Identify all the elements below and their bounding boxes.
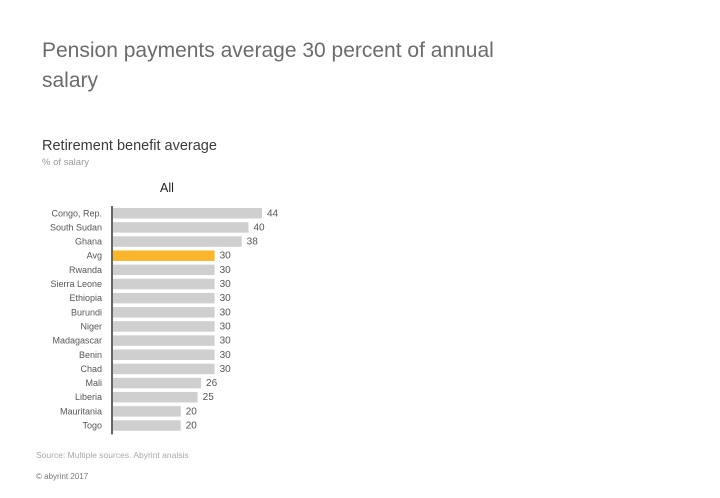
value-label-liberia: 25	[203, 392, 215, 403]
category-label-avg: Avg	[87, 251, 102, 261]
value-label-ghana: 38	[247, 237, 259, 248]
page-headline: Pension payments average 30 percent of a…	[42, 39, 494, 92]
bar-burundi	[113, 307, 215, 318]
value-label-rwanda: 30	[220, 265, 232, 276]
value-label-avg: 30	[220, 251, 232, 262]
category-label-liberia: Liberia	[75, 392, 102, 402]
bar-togo	[113, 420, 181, 431]
value-label-sierra-leone: 30	[220, 279, 232, 290]
value-label-madagascar: 30	[220, 336, 232, 347]
value-label-mauritania: 20	[186, 406, 198, 417]
value-label-mali: 26	[206, 378, 218, 389]
category-label-south-sudan: South Sudan	[50, 222, 102, 232]
bar-niger	[113, 321, 215, 332]
value-label-benin: 30	[220, 350, 232, 361]
source-note: Source: Multiple sources. Abyrint analsi…	[36, 450, 189, 460]
copyright-note: © abyrint 2017	[36, 472, 89, 481]
category-label-ghana: Ghana	[75, 237, 102, 247]
value-label-south-sudan: 40	[253, 222, 265, 233]
category-label-mali: Mali	[85, 378, 102, 388]
bar-sierra-leone	[113, 278, 215, 290]
panel-label: All	[160, 181, 174, 195]
category-label-madagascar: Madagascar	[52, 336, 102, 346]
category-label-rwanda: Rwanda	[69, 265, 102, 275]
value-label-congo-rep: 44	[267, 208, 279, 219]
bar-liberia	[113, 391, 198, 403]
category-label-chad: Chad	[80, 364, 102, 374]
bar-south-sudan	[113, 222, 249, 233]
bar-ghana	[113, 236, 242, 247]
value-label-burundi: 30	[220, 307, 232, 318]
category-label-congo-rep: Congo, Rep.	[51, 208, 102, 218]
bar-mauritania	[113, 406, 181, 417]
bar-congo-rep	[113, 208, 262, 219]
bar-chad	[113, 363, 215, 375]
category-label-togo: Togo	[82, 421, 102, 431]
category-label-ethiopia: Ethiopia	[69, 293, 102, 303]
bar-mali	[113, 377, 202, 389]
category-label-burundi: Burundi	[71, 307, 102, 317]
chart-subtitle: % of salary	[42, 157, 89, 168]
chart-title: Retirement benefit average	[42, 138, 217, 154]
bar-avg	[113, 250, 215, 261]
value-label-ethiopia: 30	[220, 293, 232, 304]
bar-benin	[113, 349, 215, 360]
category-label-benin: Benin	[79, 350, 102, 360]
bar-rwanda	[113, 264, 215, 276]
category-label-sierra-leone: Sierra Leone	[50, 279, 102, 289]
value-label-chad: 30	[220, 364, 232, 375]
bar-madagascar	[113, 335, 215, 346]
value-label-togo: 20	[186, 421, 198, 432]
value-label-niger: 30	[220, 321, 232, 332]
category-label-mauritania: Mauritania	[60, 406, 102, 416]
category-label-niger: Niger	[80, 321, 102, 331]
bar-ethiopia	[113, 292, 215, 304]
